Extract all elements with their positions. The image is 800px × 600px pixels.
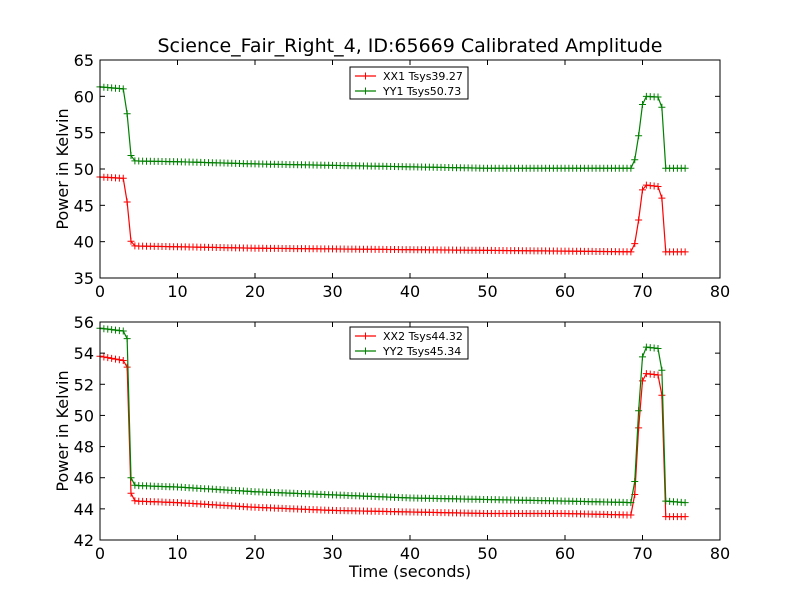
y-tick-label: 50 xyxy=(74,406,94,425)
y-tick-label: 48 xyxy=(74,438,94,457)
x-tick-label: 80 xyxy=(710,544,730,563)
x-tick-label: 50 xyxy=(477,282,497,301)
legend-swatch-marker xyxy=(362,72,369,80)
y-axis-label: Power in Kelvin xyxy=(53,370,72,491)
legend: XX1 Tsys39.27 YY1 Tsys50.73 xyxy=(349,66,469,100)
x-tick-label: 20 xyxy=(245,544,265,563)
legend-box xyxy=(349,66,469,100)
chart-title: Science_Fair_Right_4, ID:65669 Calibrate… xyxy=(158,35,663,57)
x-tick-label: 30 xyxy=(322,282,342,301)
legend-entry: XX1 Tsys39.27 xyxy=(355,70,463,83)
legend-label: XX1 Tsys39.27 xyxy=(383,70,463,83)
top-plot-panel: 0 10 20 30 40 50 60 70 80 35 40 45 50 55 60 65 Power in … xyxy=(53,51,730,301)
y-tick-label: 45 xyxy=(74,196,94,215)
x-tick-label: 0 xyxy=(95,282,105,301)
legend-label: YY1 Tsys50.73 xyxy=(382,85,461,98)
legend-swatch-marker xyxy=(362,332,369,340)
x-tick-label: 50 xyxy=(477,544,497,563)
x-tick-label: 10 xyxy=(167,544,187,563)
y-tick-label: 44 xyxy=(74,500,94,519)
y-tick-label: 50 xyxy=(74,160,94,179)
y-tick-label: 42 xyxy=(74,531,94,550)
legend-swatch-marker xyxy=(362,87,369,95)
legend-swatch-marker xyxy=(362,347,369,355)
series-2-bottom xyxy=(96,324,689,507)
x-tick-label: 0 xyxy=(95,544,105,563)
x-tick-label: 30 xyxy=(322,544,342,563)
x-tick-label: 60 xyxy=(555,544,575,563)
legend-entry: XX2 Tsys44.32 xyxy=(355,330,463,343)
legend-entry: YY2 Tsys45.34 xyxy=(355,345,461,358)
x-tick-label: 70 xyxy=(632,544,652,563)
x-tick-label: 40 xyxy=(400,544,420,563)
x-axis-label: Time (seconds) xyxy=(348,562,471,581)
y-tick-label: 65 xyxy=(74,51,94,70)
y-tick-label: 56 xyxy=(74,313,94,332)
series-2-top xyxy=(96,83,689,172)
x-tick-label: 70 xyxy=(632,282,652,301)
y-tick-label: 40 xyxy=(74,233,94,252)
x-tick-label: 10 xyxy=(167,282,187,301)
x-tick-label: 20 xyxy=(245,282,265,301)
x-tick-label: 60 xyxy=(555,282,575,301)
legend: XX2 Tsys44.32 YY2 Tsys45.34 xyxy=(349,326,469,360)
legend-label: XX2 Tsys44.32 xyxy=(383,330,463,343)
y-tick-label: 55 xyxy=(74,124,94,143)
legend-label: YY2 Tsys45.34 xyxy=(382,345,461,358)
y-axis-label: Power in Kelvin xyxy=(53,108,72,229)
y-tick-label: 60 xyxy=(74,87,94,106)
x-tick-label: 80 xyxy=(710,282,730,301)
x-tick-label: 40 xyxy=(400,282,420,301)
bottom-plot-panel: 0 10 20 30 40 50 60 70 80 42 44 46 48 50 52 54 56 Power i… xyxy=(53,313,730,581)
y-tick-label: 52 xyxy=(74,375,94,394)
legend-box xyxy=(349,326,469,360)
y-tick-label: 54 xyxy=(74,344,94,363)
legend-entry: YY1 Tsys50.73 xyxy=(355,85,461,98)
y-tick-label: 46 xyxy=(74,469,94,488)
y-tick-label: 35 xyxy=(74,269,94,288)
